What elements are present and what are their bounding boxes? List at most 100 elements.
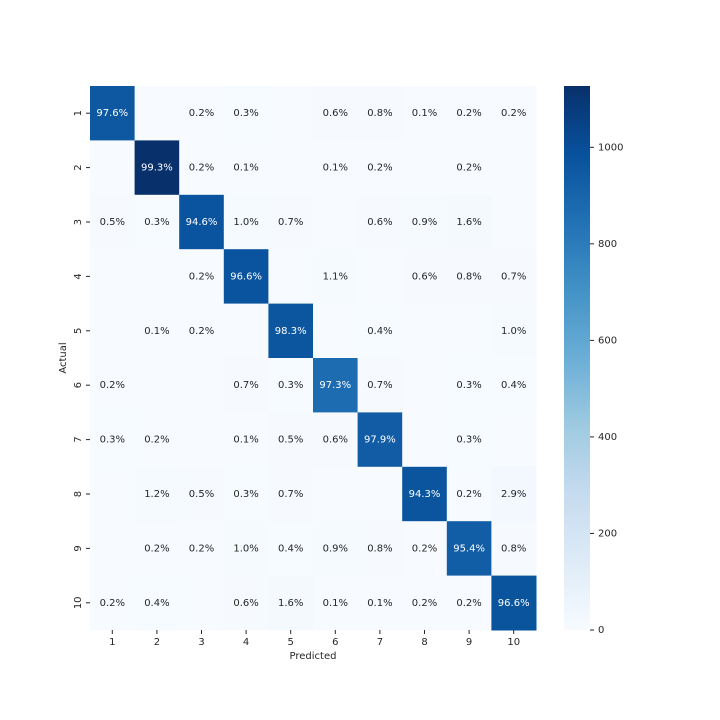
heatmap-cell — [446, 521, 492, 577]
heatmap-cell — [402, 575, 448, 631]
heatmap-cell — [134, 575, 180, 631]
cell-label: 0.6% — [367, 217, 392, 228]
cell-label: 0.2% — [100, 598, 125, 609]
cell-label: 96.6% — [498, 598, 530, 609]
heatmap-cell — [313, 575, 359, 631]
heatmap-cell — [491, 303, 537, 359]
heatmap-cell — [90, 466, 136, 522]
cell-label: 0.1% — [323, 598, 348, 609]
cell-label: 0.1% — [233, 435, 258, 446]
cell-label: 0.8% — [501, 543, 526, 554]
heatmap-cell — [268, 194, 314, 250]
cell-label: 0.8% — [367, 543, 392, 554]
heatmap-cell — [179, 575, 225, 631]
heatmap-cell — [179, 194, 225, 250]
heatmap-cell — [491, 194, 537, 250]
heatmap-cell — [179, 140, 225, 196]
heatmap-cell — [223, 575, 269, 631]
cell-label: 0.4% — [144, 598, 169, 609]
heatmap-cell — [491, 358, 537, 413]
cell-label: 0.2% — [189, 543, 214, 554]
cell-label: 0.2% — [456, 163, 481, 174]
x-tick-label: 7 — [377, 637, 383, 648]
heatmap-cell — [223, 466, 269, 522]
cell-label: 0.7% — [278, 489, 303, 500]
heatmap-cell — [134, 412, 180, 468]
cell-label: 98.3% — [275, 326, 307, 337]
cell-label: 0.6% — [412, 271, 437, 282]
cell-label: 94.3% — [409, 489, 441, 500]
heatmap-cell — [268, 575, 314, 631]
heatmap-cell — [223, 412, 269, 468]
heatmap-cell — [402, 521, 448, 577]
heatmap-cell — [268, 466, 314, 522]
cell-label: 96.6% — [230, 271, 262, 282]
cell-label: 97.9% — [364, 435, 396, 446]
heatmap-cell — [134, 86, 180, 141]
heatmap-cell — [134, 466, 180, 522]
heatmap-cell — [90, 358, 136, 413]
cell-label: 0.2% — [456, 489, 481, 500]
heatmap-cell — [402, 86, 448, 141]
heatmap-cell — [491, 412, 537, 468]
heatmap-cell — [268, 86, 314, 141]
cell-label: 0.3% — [233, 108, 258, 119]
heatmap-cell — [357, 249, 403, 305]
heatmap-cell — [446, 86, 492, 141]
heatmap-cell — [268, 412, 314, 468]
heatmap-cell — [179, 86, 225, 141]
heatmap-cell — [402, 194, 448, 250]
cell-label: 0.8% — [456, 271, 481, 282]
cell-label: 1.0% — [501, 326, 526, 337]
heatmap-cell — [446, 358, 492, 413]
heatmap-cell — [402, 358, 448, 413]
heatmap-cell — [357, 194, 403, 250]
cell-label: 0.6% — [323, 108, 348, 119]
heatmap-cell — [402, 412, 448, 468]
heatmap-cell — [90, 140, 136, 196]
heatmap-cell — [402, 249, 448, 305]
heatmap-cell — [313, 358, 359, 413]
cell-label: 1.6% — [456, 217, 481, 228]
cell-label: 0.3% — [456, 435, 481, 446]
y-axis-label: Actual — [58, 342, 69, 373]
heatmap-cell — [357, 140, 403, 196]
heatmap-cell — [313, 412, 359, 468]
y-tick-label: 9 — [73, 545, 84, 551]
heatmap-cell — [357, 466, 403, 522]
heatmap-cell — [268, 249, 314, 305]
cell-label: 0.2% — [189, 108, 214, 119]
heatmap-cell — [179, 249, 225, 305]
y-tick-label: 5 — [73, 328, 84, 334]
heatmap-cell — [313, 86, 359, 141]
cell-label: 0.2% — [144, 435, 169, 446]
y-tick-label: 8 — [73, 491, 84, 497]
y-tick-label: 1 — [73, 110, 84, 116]
cell-label: 0.4% — [501, 380, 526, 391]
cell-label: 0.2% — [412, 598, 437, 609]
heatmap-cell — [223, 86, 269, 141]
heatmap-cell — [179, 303, 225, 359]
cell-label: 0.3% — [233, 489, 258, 500]
cell-label: 0.3% — [144, 217, 169, 228]
y-tick-label: 10 — [73, 596, 84, 609]
heatmap-cell — [491, 466, 537, 522]
heatmap-cell — [134, 303, 180, 359]
heatmap-cell — [223, 140, 269, 196]
cell-label: 0.7% — [367, 380, 392, 391]
heatmap-cell — [90, 412, 136, 468]
heatmap-cell — [268, 303, 314, 359]
heatmap-cell — [357, 521, 403, 577]
heatmap-cell — [223, 521, 269, 577]
cell-label: 0.2% — [189, 271, 214, 282]
heatmap-cell — [313, 140, 359, 196]
x-tick-label: 5 — [288, 637, 294, 648]
cell-label: 0.1% — [144, 326, 169, 337]
heatmap-cell — [491, 86, 537, 141]
cell-label: 97.3% — [319, 380, 351, 391]
colorbar-tick-label: 800 — [598, 239, 617, 250]
colorbar-tick-label: 200 — [598, 528, 617, 539]
cell-label: 0.1% — [323, 163, 348, 174]
heatmap-cell — [223, 303, 269, 359]
